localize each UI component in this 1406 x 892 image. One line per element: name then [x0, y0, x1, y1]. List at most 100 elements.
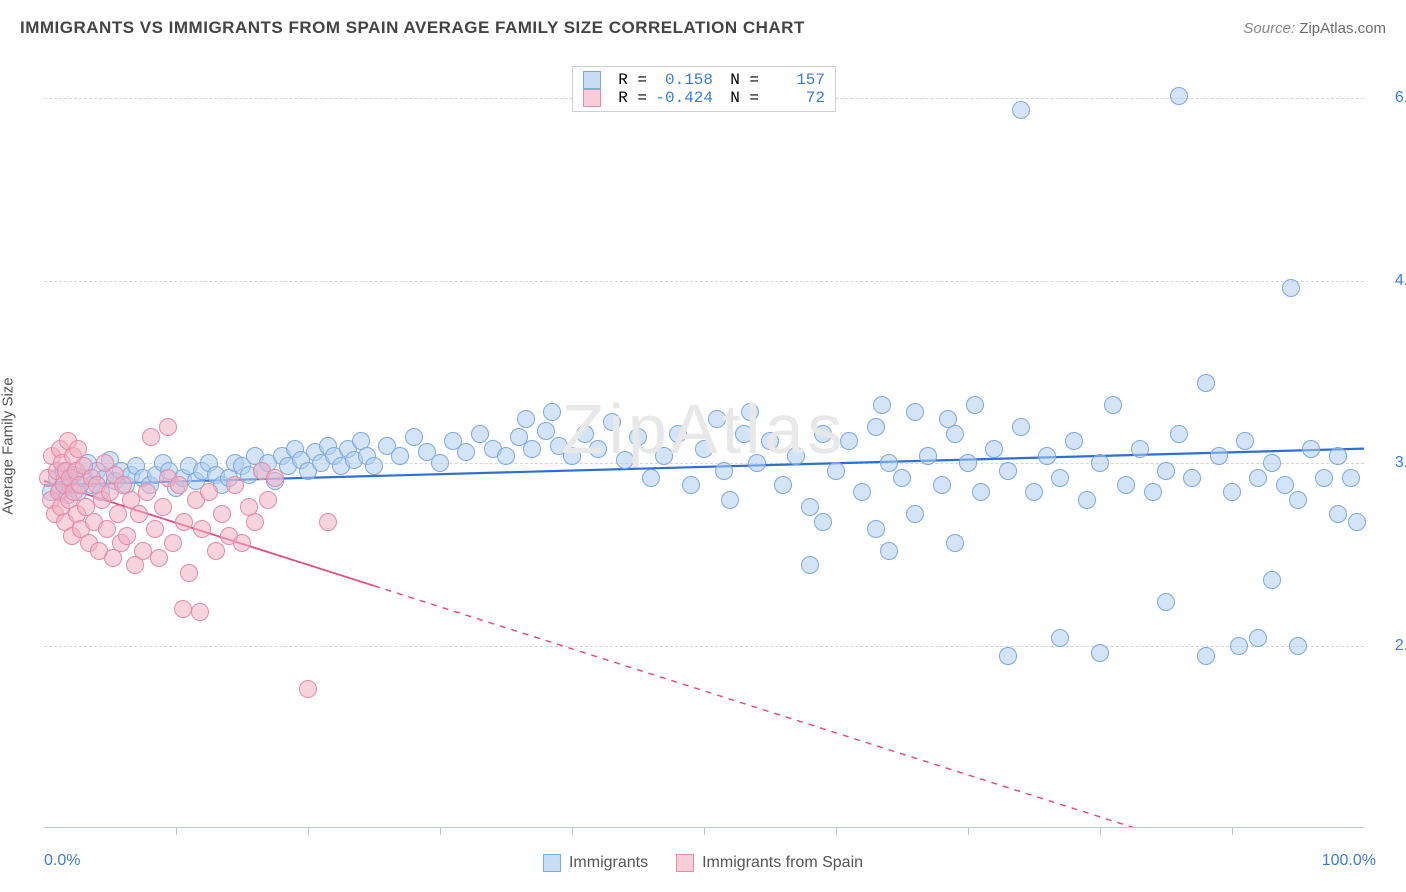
data-point	[1038, 447, 1056, 465]
data-point	[233, 534, 251, 552]
gridline	[44, 281, 1364, 282]
correlation-legend: R =0.158N =157R =-0.424N =72	[572, 66, 836, 112]
y-tick-label: 4.75	[1371, 272, 1406, 290]
data-point	[1065, 432, 1083, 450]
x-tick	[440, 827, 441, 835]
data-point	[999, 647, 1017, 665]
source-label: Source:	[1243, 20, 1295, 37]
y-tick-label: 6.00	[1371, 89, 1406, 107]
source-attribution: Source: ZipAtlas.com	[1243, 20, 1386, 37]
data-point	[1183, 469, 1201, 487]
data-point	[174, 600, 192, 618]
data-point	[576, 425, 594, 443]
data-point	[299, 680, 317, 698]
data-point	[118, 527, 136, 545]
data-point	[523, 440, 541, 458]
legend-row: R =0.158N =157	[583, 71, 825, 89]
data-point	[150, 549, 168, 567]
data-point	[1144, 483, 1162, 501]
data-point	[1348, 513, 1366, 531]
n-value: 157	[767, 71, 825, 89]
data-point	[431, 454, 449, 472]
data-point	[191, 603, 209, 621]
data-point	[69, 440, 87, 458]
data-point	[1342, 469, 1360, 487]
data-point	[748, 454, 766, 472]
r-label: R =	[609, 71, 647, 89]
data-point	[642, 469, 660, 487]
data-point	[200, 483, 218, 501]
r-value: -0.424	[655, 89, 713, 107]
data-point	[761, 432, 779, 450]
data-point	[867, 418, 885, 436]
y-tick-label: 3.50	[1371, 454, 1406, 472]
data-point	[999, 462, 1017, 480]
data-point	[682, 476, 700, 494]
data-point	[1315, 469, 1333, 487]
data-point	[774, 476, 792, 494]
r-label: R =	[609, 89, 647, 107]
legend-row: R =-0.424N =72	[583, 89, 825, 107]
chart-title: IMMIGRANTS VS IMMIGRANTS FROM SPAIN AVER…	[20, 18, 805, 38]
data-point	[365, 457, 383, 475]
data-point	[563, 447, 581, 465]
data-point	[175, 513, 193, 531]
x-axis-min-label: 0.0%	[44, 852, 80, 870]
data-point	[946, 534, 964, 552]
x-tick	[836, 827, 837, 835]
x-tick	[572, 827, 573, 835]
data-point	[985, 440, 1003, 458]
data-point	[138, 483, 156, 501]
legend-item: Immigrants	[543, 854, 648, 872]
y-tick-label: 2.25	[1371, 637, 1406, 655]
data-point	[391, 447, 409, 465]
data-point	[801, 498, 819, 516]
data-point	[1117, 476, 1135, 494]
data-point	[669, 425, 687, 443]
data-point	[1197, 374, 1215, 392]
data-point	[906, 403, 924, 421]
data-point	[741, 403, 759, 421]
data-point	[1157, 462, 1175, 480]
data-point	[715, 462, 733, 480]
data-point	[130, 505, 148, 523]
data-point	[1131, 440, 1149, 458]
data-point	[457, 443, 475, 461]
data-point	[1289, 491, 1307, 509]
data-point	[721, 491, 739, 509]
data-point	[814, 513, 832, 531]
legend-item: Immigrants from Spain	[676, 854, 863, 872]
legend-label: Immigrants	[569, 854, 648, 872]
data-point	[893, 469, 911, 487]
series-legend: Immigrants Immigrants from Spain	[543, 854, 863, 872]
source-value: ZipAtlas.com	[1299, 20, 1386, 37]
data-point	[616, 451, 634, 469]
data-point	[1091, 454, 1109, 472]
data-point	[213, 505, 231, 523]
data-point	[405, 428, 423, 446]
data-point	[1210, 447, 1228, 465]
data-point	[226, 476, 244, 494]
data-point	[1223, 483, 1241, 501]
data-point	[629, 428, 647, 446]
data-point	[1329, 505, 1347, 523]
data-point	[1282, 279, 1300, 297]
data-point	[814, 425, 832, 443]
legend-label: Immigrants from Spain	[702, 854, 863, 872]
data-point	[319, 513, 337, 531]
data-point	[537, 422, 555, 440]
x-tick	[176, 827, 177, 835]
x-axis-max-label: 100.0%	[1322, 852, 1376, 870]
data-point	[1249, 629, 1267, 647]
data-point	[939, 410, 957, 428]
data-point	[1289, 637, 1307, 655]
data-point	[880, 454, 898, 472]
n-label: N =	[721, 71, 759, 89]
data-point	[1276, 476, 1294, 494]
data-point	[827, 462, 845, 480]
data-point	[873, 396, 891, 414]
gridline	[44, 646, 1364, 647]
data-point	[259, 491, 277, 509]
data-point	[1302, 440, 1320, 458]
data-point	[1230, 637, 1248, 655]
